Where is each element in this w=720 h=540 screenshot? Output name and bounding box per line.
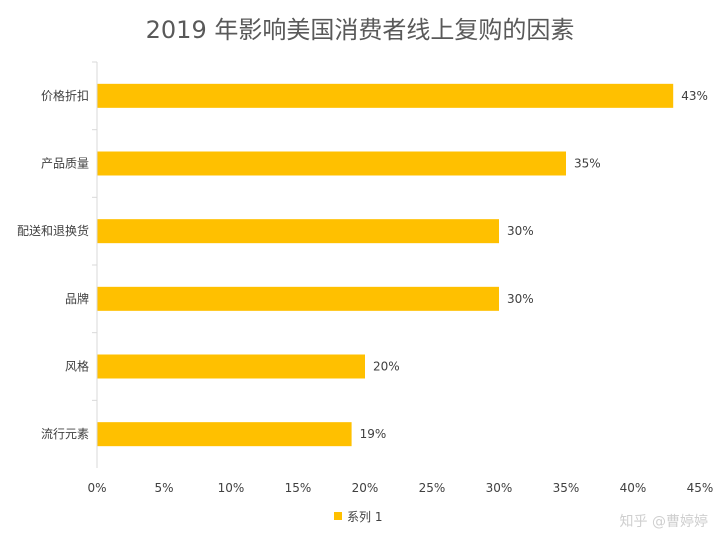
data-label-2: 35%: [574, 157, 601, 171]
category-label-2: 产品质量: [41, 157, 89, 171]
x-tick-label-10: 45%: [687, 481, 714, 495]
x-tick-label-1: 0%: [87, 481, 106, 495]
data-label-5: 20%: [373, 360, 400, 374]
data-label-6: 19%: [360, 427, 387, 441]
legend-swatch: [334, 512, 342, 520]
bar-5: [97, 354, 365, 379]
bar-2: [97, 151, 566, 176]
x-tick-label-3: 10%: [218, 481, 245, 495]
category-label-5: 风格: [65, 359, 89, 374]
x-tick-label-4: 15%: [285, 481, 312, 495]
bar-4: [97, 286, 499, 311]
category-label-6: 流行元素: [41, 427, 89, 441]
category-label-3: 配送和退换货: [17, 223, 89, 238]
x-tick-label-7: 30%: [486, 481, 513, 495]
chart-title: 2019 年影响美国消费者线上复购的因素: [146, 16, 575, 44]
x-tick-label-9: 40%: [620, 481, 647, 495]
watermark-text: 知乎 @曹婷婷: [620, 513, 708, 530]
legend: 系列 1: [334, 510, 382, 524]
bar-6: [97, 422, 352, 447]
category-label-1: 价格折扣: [41, 88, 89, 103]
x-tick-label-6: 25%: [419, 481, 446, 495]
x-tick-label-2: 5%: [154, 481, 173, 495]
category-label-4: 品牌: [65, 292, 89, 306]
x-tick-label-5: 20%: [352, 481, 379, 495]
legend-label: 系列 1: [347, 510, 382, 524]
bars-layer: 43% 35% 30% 30% 20% 19%: [97, 83, 708, 447]
bar-3: [97, 219, 499, 244]
x-tick-label-8: 35%: [553, 481, 580, 495]
data-label-1: 43%: [681, 89, 708, 103]
data-label-4: 30%: [507, 292, 534, 306]
data-label-3: 30%: [507, 224, 534, 238]
bar-1: [97, 83, 674, 108]
